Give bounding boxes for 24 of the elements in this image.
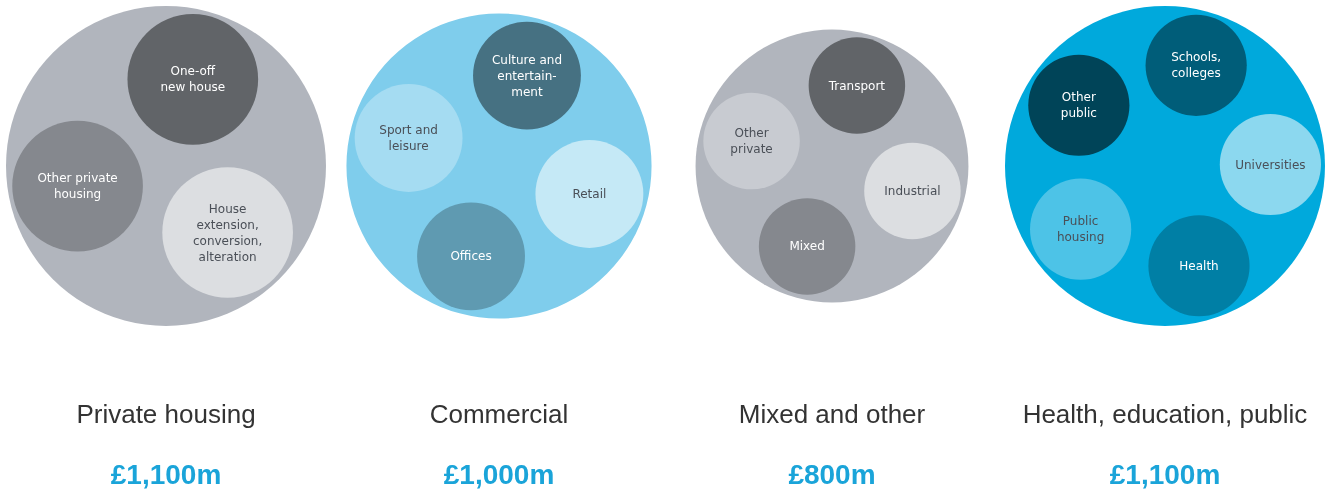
text: Retail xyxy=(572,186,607,201)
text: Other private xyxy=(730,126,773,157)
text: One-off new house xyxy=(160,64,226,95)
text: Transport xyxy=(827,78,886,93)
data-label: £1,000m xyxy=(443,458,555,490)
data-label: £1,100m xyxy=(1109,458,1221,490)
category-label: Mixed and other xyxy=(738,399,926,429)
text: Other private housing xyxy=(37,171,118,202)
text: Offices xyxy=(450,249,492,264)
data-label: £800m xyxy=(788,458,876,490)
text: Other public xyxy=(1060,90,1097,121)
category-label: Health, education, public xyxy=(1022,399,1308,429)
data-label: £1,100m xyxy=(110,458,222,490)
text: Universities xyxy=(1235,157,1306,172)
text: Public housing xyxy=(1056,214,1105,245)
category-label: Private housing xyxy=(76,399,256,429)
text: Health xyxy=(1179,258,1219,273)
text: Culture and entertain- ment xyxy=(491,52,562,99)
text: Schools, colleges xyxy=(1171,50,1222,81)
text: Industrial xyxy=(884,183,941,198)
category-label: Commercial xyxy=(429,399,569,429)
text: Mixed xyxy=(789,239,825,254)
text: Sport and leisure xyxy=(379,123,438,154)
text: House extension, conversion, alteration xyxy=(192,201,263,264)
